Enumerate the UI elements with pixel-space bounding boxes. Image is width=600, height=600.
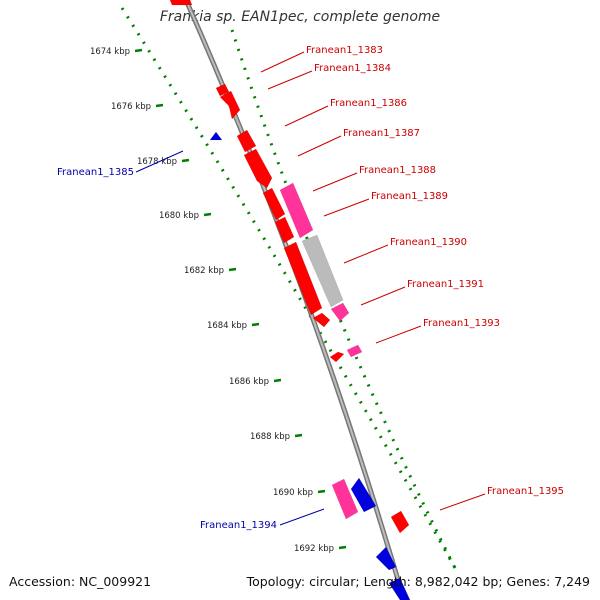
gene-leader-line <box>284 105 329 127</box>
gene-feature <box>219 90 241 120</box>
gene-labels: Franean1_1383 Franean1_1384 Franean1_1386 F… <box>57 45 564 531</box>
gene-label: Franean1_1388 <box>359 165 436 176</box>
tick-mark <box>294 433 303 438</box>
gene-feature <box>331 478 359 520</box>
gene-feature <box>388 577 411 600</box>
tick-label: 1688 kbp <box>250 432 290 442</box>
tick-marks: 1674 kbp 1676 kbp 1678 kbp 1680 kbp 1682 kbp… <box>90 47 347 554</box>
gene-feature <box>262 187 286 221</box>
tick-mark <box>134 48 143 53</box>
outer-dotted-ring <box>120 7 457 569</box>
gene-feature <box>283 241 323 316</box>
gene-feature <box>312 312 331 328</box>
tick-label: 1680 kbp <box>159 211 199 221</box>
gene-label: Franean1_1389 <box>371 191 448 202</box>
gene-label: Franean1_1395 <box>487 486 564 497</box>
tick-label: 1684 kbp <box>207 321 247 331</box>
gene-feature <box>350 477 377 513</box>
gene-features <box>169 0 411 600</box>
gene-leader-line <box>260 51 305 73</box>
tick-label: 1682 kbp <box>184 266 224 276</box>
gene-leader-line <box>360 286 406 306</box>
tick-label: 1690 kbp <box>273 488 313 498</box>
tick-mark <box>338 545 347 550</box>
gene-feature <box>209 131 223 141</box>
tick-mark <box>181 158 190 163</box>
gene-feature <box>375 546 397 571</box>
gene-label: Franean1_1391 <box>407 279 484 290</box>
gene-label: Franean1_1384 <box>314 63 391 74</box>
gene-feature <box>330 302 350 322</box>
gene-label: Franean1_1385 <box>57 167 134 178</box>
gene-label: Franean1_1387 <box>343 128 420 139</box>
tick-mark <box>228 267 237 272</box>
gene-feature <box>169 0 193 6</box>
gene-label: Franean1_1383 <box>306 45 383 56</box>
tick-mark <box>317 489 326 494</box>
gene-label: Franean1_1394 <box>200 520 277 531</box>
gene-leader-line <box>312 172 358 192</box>
gene-feature <box>301 234 344 308</box>
accession-text: Accession: NC_009921 <box>9 574 152 589</box>
tick-label: 1676 kbp <box>111 102 151 112</box>
gene-leader-line <box>135 150 184 173</box>
tick-label: 1686 kbp <box>229 377 269 387</box>
gene-label: Franean1_1386 <box>330 98 407 109</box>
gene-feature <box>346 344 363 358</box>
gene-leader-line <box>343 244 389 264</box>
gene-label: Franean1_1393 <box>423 318 500 329</box>
gene-leader-line <box>279 508 325 526</box>
gene-leader-line <box>297 135 342 157</box>
gene-leader-line <box>323 198 370 217</box>
gene-leader-line <box>375 325 422 344</box>
tick-mark <box>251 322 260 327</box>
tick-mark <box>203 212 212 217</box>
tick-label: 1692 kbp <box>294 544 334 554</box>
gene-feature <box>215 83 230 97</box>
gene-feature <box>274 216 295 244</box>
gene-feature <box>243 148 273 189</box>
gene-leader-line <box>439 493 486 511</box>
gene-feature <box>329 351 345 363</box>
tick-mark <box>273 378 282 383</box>
gene-label: Franean1_1390 <box>390 237 467 248</box>
gene-feature <box>390 510 410 534</box>
page-title: Frankia sp. EAN1pec, complete genome <box>159 9 441 25</box>
tick-mark <box>155 103 164 108</box>
tick-label: 1674 kbp <box>90 47 130 57</box>
gene-leader-line <box>267 70 313 90</box>
gene-feature <box>279 182 314 239</box>
tick-label: 1678 kbp <box>137 157 177 167</box>
gene-feature <box>236 129 257 153</box>
topology-text: Topology: circular; Length: 8,982,042 bp… <box>246 574 590 589</box>
tick-rings <box>120 7 457 569</box>
